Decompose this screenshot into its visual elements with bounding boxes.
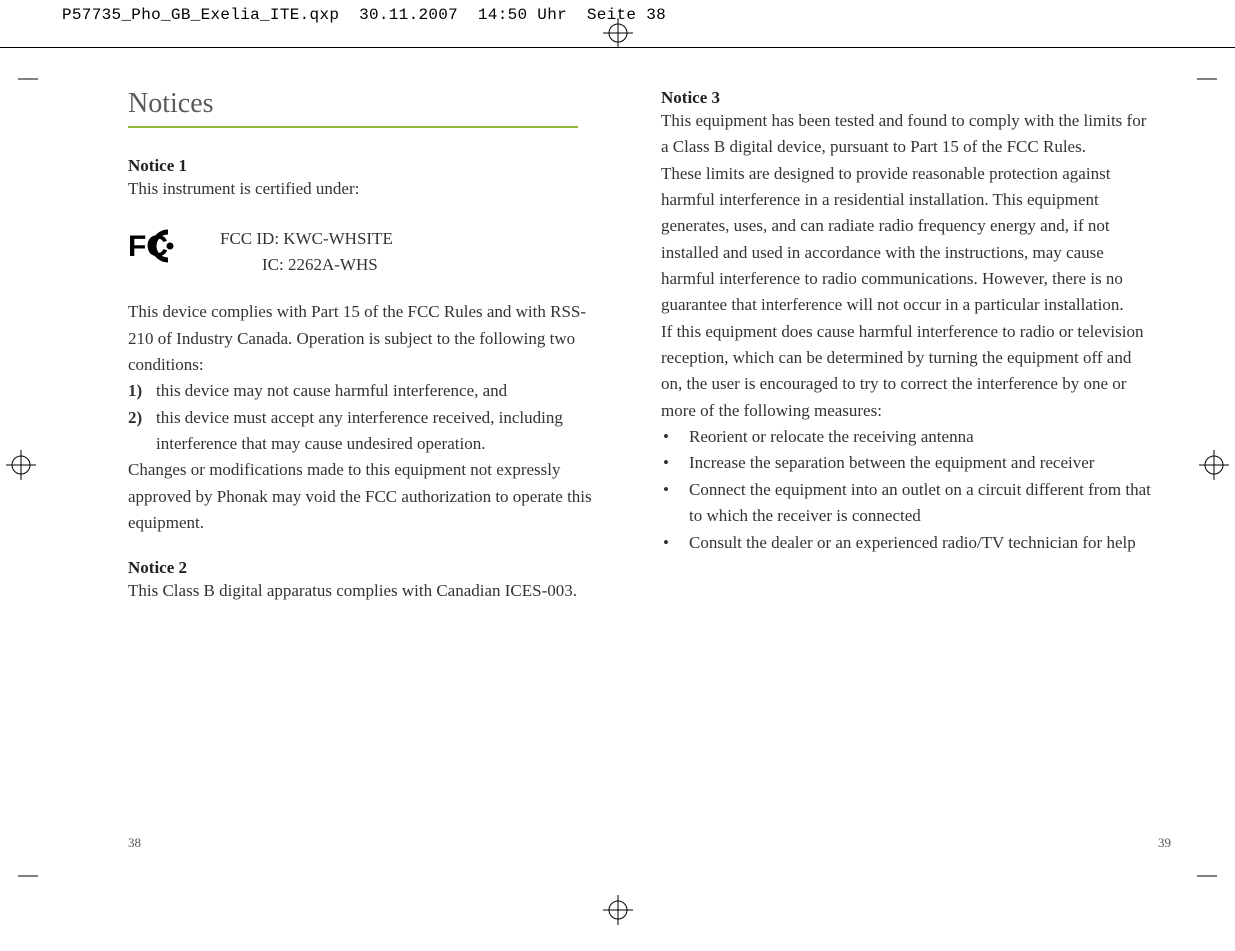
- notice-3-para3: If this equipment does cause harmful int…: [661, 319, 1156, 424]
- ordered-num-2: 2): [128, 405, 156, 458]
- ordered-text-2: this device must accept any interference…: [156, 405, 603, 458]
- left-page-column: Notices Notice 1 This instrument is cert…: [128, 88, 633, 873]
- bullet-item: • Increase the separation between the eq…: [661, 450, 1156, 476]
- notice-1-para1: This device complies with Part 15 of the…: [128, 299, 603, 378]
- header-date: 30.11.2007: [359, 6, 458, 24]
- header-time: 14:50 Uhr: [478, 6, 567, 24]
- right-page-column: Notice 3 This equipment has been tested …: [661, 88, 1166, 873]
- ordered-item-1: 1) this device may not cause harmful int…: [128, 378, 603, 404]
- ordered-text-1: this device may not cause harmful interf…: [156, 378, 603, 404]
- bullet-item: • Reorient or relocate the receiving ant…: [661, 424, 1156, 450]
- fcc-certification-row: FC FCC ID: KWC-WHSITE IC: 2262A-WHS: [128, 226, 603, 277]
- notice-1-label: Notice 1: [128, 156, 603, 176]
- fcc-id-line: FCC ID: KWC-WHSITE: [220, 226, 393, 252]
- fcc-logo-icon: FC: [128, 226, 184, 266]
- crop-mark-top-right-icon: [1183, 62, 1217, 96]
- notice-3-para2: These limits are designed to provide rea…: [661, 161, 1156, 319]
- ordered-num-1: 1): [128, 378, 156, 404]
- section-title: Notices: [128, 88, 578, 128]
- notice-1-intro: This instrument is certified under:: [128, 176, 603, 202]
- bullet-text-3: Connect the equipment into an outlet on …: [689, 477, 1156, 530]
- notice-3-para1: This equipment has been tested and found…: [661, 108, 1156, 161]
- notice-2-text: This Class B digital apparatus complies …: [128, 578, 603, 604]
- bullet-icon: •: [661, 530, 689, 556]
- registration-mark-bottom-icon: [603, 895, 633, 925]
- ic-id-line: IC: 2262A-WHS: [220, 252, 393, 278]
- registration-mark-right-icon: [1199, 450, 1229, 480]
- bullet-text-4: Consult the dealer or an experienced rad…: [689, 530, 1156, 556]
- fcc-id-block: FCC ID: KWC-WHSITE IC: 2262A-WHS: [220, 226, 393, 277]
- bullet-item: • Consult the dealer or an experienced r…: [661, 530, 1156, 556]
- registration-mark-top-icon: [603, 18, 633, 48]
- header-filename: P57735_Pho_GB_Exelia_ITE.qxp: [62, 6, 339, 24]
- bullet-icon: •: [661, 477, 689, 530]
- bullet-text-2: Increase the separation between the equi…: [689, 450, 1156, 476]
- bullet-icon: •: [661, 424, 689, 450]
- notice-3-label: Notice 3: [661, 88, 1156, 108]
- bullet-icon: •: [661, 450, 689, 476]
- page-number-left: 38: [128, 835, 141, 851]
- crop-mark-bottom-right-icon: [1183, 859, 1217, 893]
- bullet-item: • Connect the equipment into an outlet o…: [661, 477, 1156, 530]
- bullet-text-1: Reorient or relocate the receiving anten…: [689, 424, 1156, 450]
- page-number-right: 39: [1158, 835, 1171, 851]
- ordered-item-2: 2) this device must accept any interfere…: [128, 405, 603, 458]
- notice-2-label: Notice 2: [128, 558, 603, 578]
- notice-1-para2: Changes or modifications made to this eq…: [128, 457, 603, 536]
- page-spread: Notices Notice 1 This instrument is cert…: [0, 88, 1166, 873]
